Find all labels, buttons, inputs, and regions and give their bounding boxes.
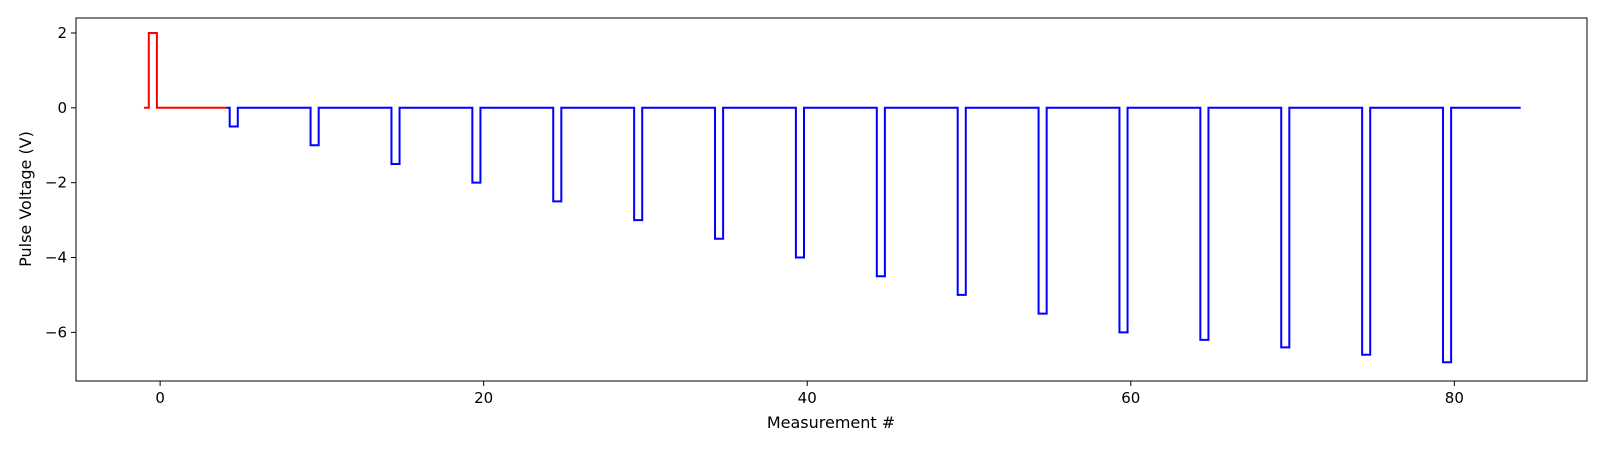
y-tick-label: 2 [57, 24, 67, 42]
y-tick-label: −6 [45, 323, 67, 341]
x-tick-label: 40 [798, 389, 817, 407]
y-tick-label: −2 [45, 174, 67, 192]
x-axis: 0 20 40 60 80 [155, 381, 1464, 407]
x-tick-label: 60 [1121, 389, 1140, 407]
y-axis: 2 0 −2 −4 −6 [45, 24, 76, 341]
y-axis-label: Pulse Voltage (V) [16, 131, 35, 267]
x-axis-label: Measurement # [767, 413, 895, 432]
x-tick-label: 0 [155, 389, 165, 407]
plot-area [75, 17, 1588, 382]
x-tick-label: 80 [1445, 389, 1464, 407]
series-layer [143, 31, 1521, 364]
y-tick-label: 0 [57, 99, 67, 117]
plot-frame [75, 17, 1588, 382]
series-line-red [143, 31, 227, 109]
series-line-blue [226, 106, 1521, 364]
y-tick-label: −4 [45, 249, 67, 267]
x-tick-label: 20 [474, 389, 493, 407]
